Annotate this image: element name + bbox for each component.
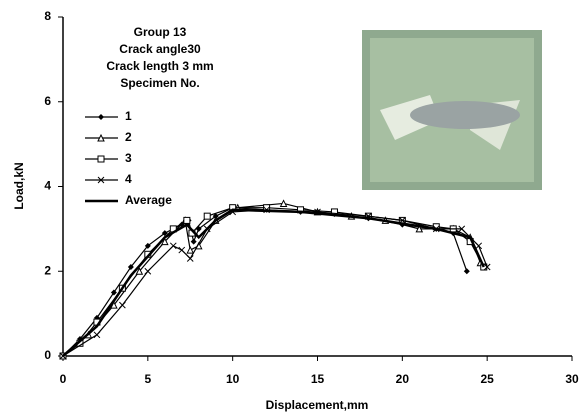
x-axis-label: Displacement,mm [266, 398, 369, 412]
legend-label: 1 [125, 109, 132, 123]
y-axis-label: Load,kN [12, 162, 26, 209]
inset-photo [362, 30, 542, 190]
series-line [62, 208, 485, 357]
marker [458, 225, 466, 233]
series-line [62, 207, 468, 357]
marker [203, 212, 211, 220]
legend-label: Average [125, 193, 172, 207]
marker [463, 268, 470, 275]
marker [475, 242, 483, 250]
annotation: Crack angle30 [119, 42, 201, 56]
marker [97, 155, 105, 163]
y-tick-label: 0 [44, 348, 51, 362]
legend-label: 3 [125, 151, 132, 165]
x-tick-label: 0 [60, 372, 67, 386]
marker [183, 216, 191, 224]
marker [483, 263, 491, 271]
marker [127, 264, 134, 271]
marker [144, 242, 151, 249]
y-tick-label: 8 [44, 9, 51, 23]
marker [212, 213, 219, 220]
x-tick-label: 10 [226, 372, 240, 386]
x-tick-label: 5 [144, 372, 151, 386]
marker [135, 267, 144, 275]
marker [144, 267, 152, 275]
x-tick-label: 30 [565, 372, 579, 386]
marker [93, 331, 101, 339]
marker [186, 255, 194, 262]
marker [97, 133, 105, 142]
x-tick-label: 15 [311, 372, 325, 386]
y-tick-label: 2 [44, 263, 51, 277]
marker [190, 238, 197, 245]
x-tick-label: 25 [480, 372, 494, 386]
y-tick-label: 4 [44, 179, 51, 193]
x-tick-label: 20 [396, 372, 410, 386]
marker [161, 230, 168, 237]
marker [97, 176, 105, 184]
marker [160, 237, 169, 246]
marker [415, 224, 424, 233]
marker [186, 245, 195, 254]
annotation: Group 13 [134, 25, 187, 39]
marker [169, 242, 177, 250]
annotation: Crack length 3 mm [106, 59, 213, 73]
annotation: Specimen No. [120, 76, 199, 90]
photo-crack-hole [410, 101, 520, 129]
y-tick-label: 6 [44, 94, 51, 108]
legend-label: 4 [125, 172, 132, 186]
marker [110, 289, 117, 296]
marker [119, 301, 126, 309]
marker [279, 199, 288, 207]
marker [178, 246, 186, 254]
legend-label: 2 [125, 130, 132, 144]
marker [98, 114, 104, 120]
